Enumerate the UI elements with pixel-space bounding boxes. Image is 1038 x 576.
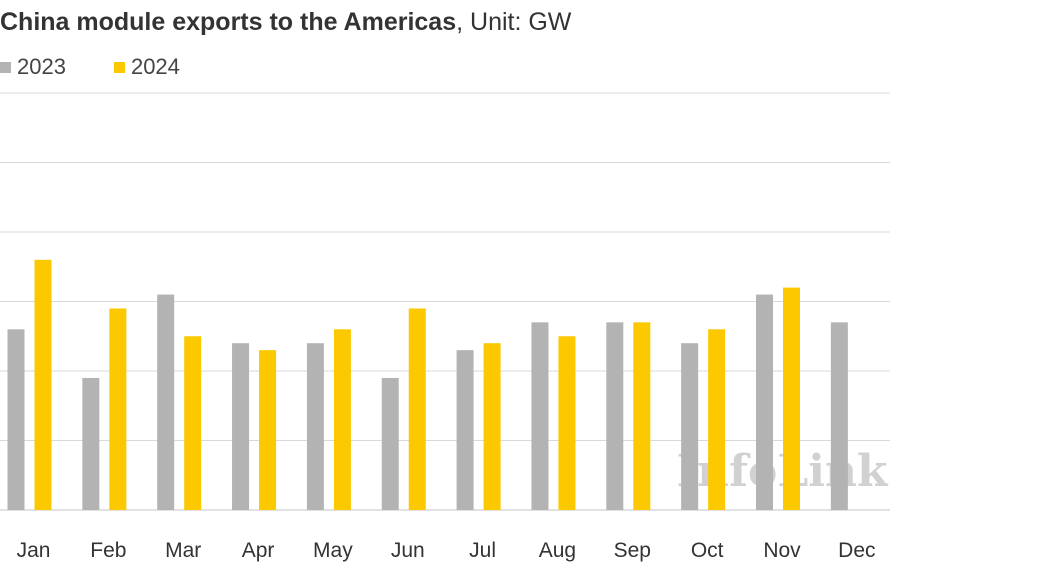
bar-2023-apr xyxy=(232,343,250,510)
x-tick-label-feb: Feb xyxy=(90,539,126,562)
bar-2023-mar xyxy=(157,294,175,510)
bar-2023-aug xyxy=(531,322,549,510)
x-tick-label-jan: Jan xyxy=(17,539,51,562)
x-tick-label-jun: Jun xyxy=(391,539,425,562)
bar-2023-oct xyxy=(681,343,699,510)
bar-2023-jun xyxy=(381,377,399,510)
legend-label-2024: 2024 xyxy=(130,54,180,79)
legend-swatch-2024 xyxy=(113,61,125,73)
bar-2024-jun xyxy=(408,308,426,510)
bar-2023-jul xyxy=(456,350,474,510)
bar-2024-aug xyxy=(558,336,576,510)
bar-2023-feb xyxy=(82,377,100,510)
x-tick-label-dec: Dec xyxy=(838,539,875,562)
gridlines xyxy=(0,92,890,511)
bar-2024-jan xyxy=(34,259,52,510)
x-tick-label-apr: Apr xyxy=(242,539,275,562)
bar-2023-may xyxy=(306,343,324,510)
x-tick-label-sep: Sep xyxy=(614,539,651,562)
bar-2024-mar xyxy=(184,336,202,510)
bar-2024-may xyxy=(333,329,351,510)
bar-2023-dec xyxy=(830,322,848,510)
x-tick-label-nov: Nov xyxy=(763,539,801,562)
x-tick-labels: Jan Feb Mar Apr May Jun Jul Aug Sep Oct Nov Dec xyxy=(17,539,876,562)
chart-unit-text: , Unit: GW xyxy=(456,8,572,36)
legend-item-2023: 2023 xyxy=(0,54,66,80)
bar-2024-jul xyxy=(483,343,501,510)
bar-2024-sep xyxy=(633,322,651,510)
x-tick-label-may: May xyxy=(313,539,353,562)
bars xyxy=(7,259,848,510)
bar-2024-apr xyxy=(259,350,277,510)
legend-label-2023: 2023 xyxy=(17,54,66,79)
bar-2023-nov xyxy=(756,294,773,510)
x-tick-label-aug: Aug xyxy=(539,539,576,562)
legend-swatch-2023 xyxy=(0,61,11,73)
bar-2023-sep xyxy=(606,322,624,510)
bar-2024-oct xyxy=(708,329,726,510)
bar-2024-feb xyxy=(109,308,127,510)
bar-2024-nov xyxy=(783,287,800,510)
x-tick-label-mar: Mar xyxy=(165,539,201,562)
x-tick-label-oct: Oct xyxy=(691,539,724,562)
legend-item-2024: 2024 xyxy=(113,54,180,80)
bar-2023-jan xyxy=(7,329,25,510)
chart-title: China module exports to the Americas, Un… xyxy=(0,8,571,37)
legend: 2023 2024 xyxy=(0,54,180,80)
x-tick-label-jul: Jul xyxy=(469,539,496,562)
chart-title-text: China module exports to the Americas xyxy=(0,8,457,36)
